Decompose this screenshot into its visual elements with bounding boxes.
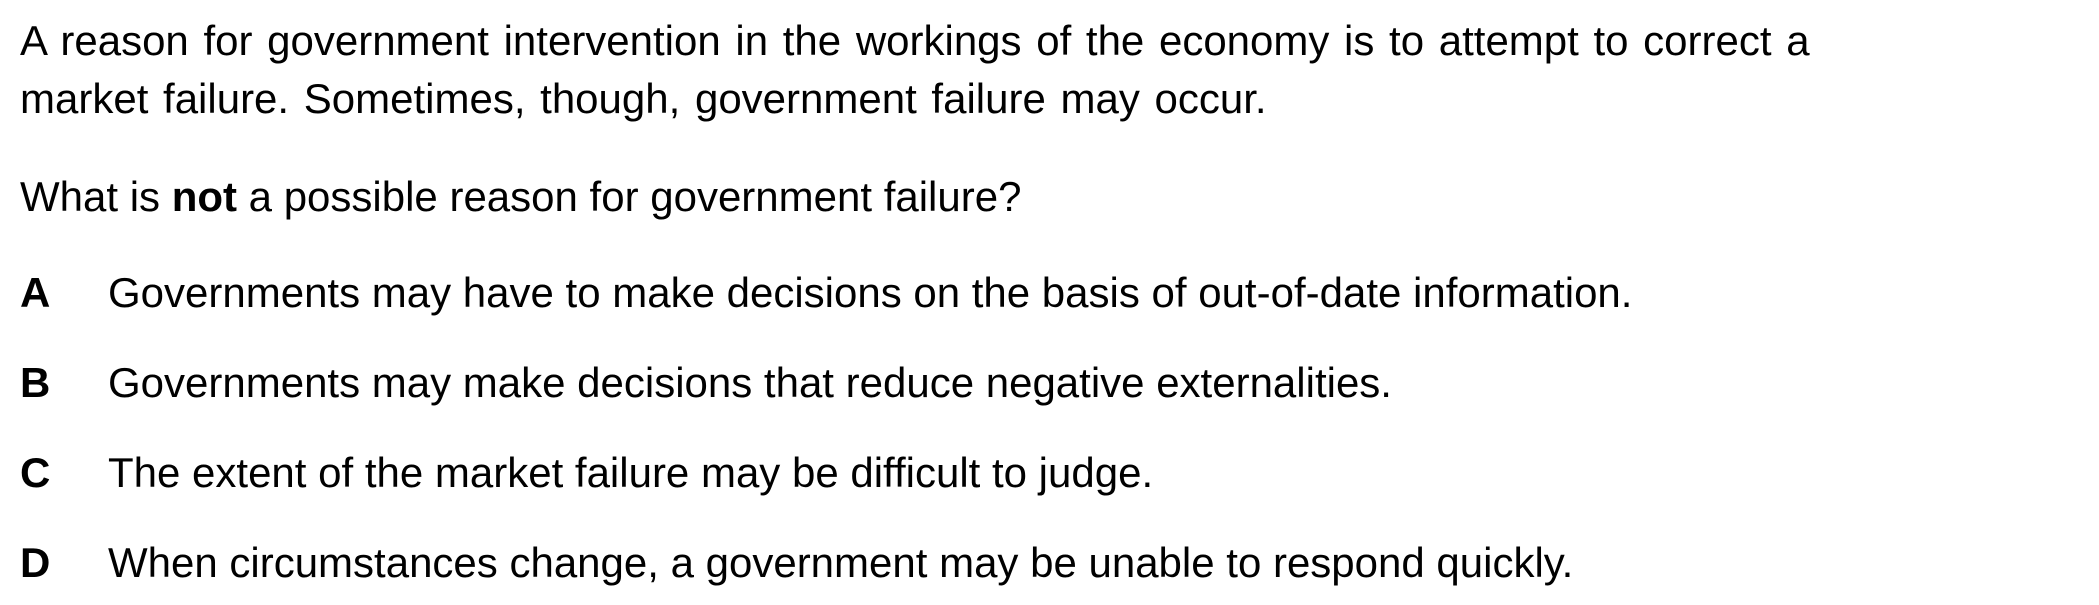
question-stem-emphasis: not: [171, 173, 237, 220]
intro-line-2: market failure. Sometimes, though, gover…: [20, 75, 1267, 122]
question-intro: A reason for government intervention in …: [20, 12, 2080, 128]
option-text-b: Governments may make decisions that redu…: [108, 359, 1392, 406]
intro-line-1: A reason for government intervention in …: [20, 17, 1810, 64]
question-stem-after: a possible reason for government failure…: [237, 173, 1022, 220]
option-text-c: The extent of the market failure may be …: [108, 449, 1154, 496]
option-letter-c: C: [20, 449, 51, 496]
option-letter-d: D: [20, 539, 51, 586]
option-letter-b: B: [20, 359, 51, 406]
option-text-a: Governments may have to make decisions o…: [108, 269, 1633, 316]
question-stem: What is not a possible reason for govern…: [20, 168, 1021, 226]
option-text-d: When circumstances change, a government …: [108, 539, 1574, 586]
question-stem-before: What is: [20, 173, 172, 220]
option-letter-a: A: [20, 269, 51, 316]
